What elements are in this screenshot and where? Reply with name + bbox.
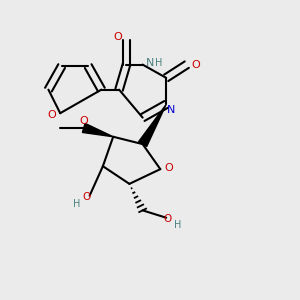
Text: O: O — [82, 192, 91, 202]
Polygon shape — [82, 123, 113, 137]
Text: N: N — [167, 105, 175, 115]
Text: O: O — [164, 163, 173, 173]
Text: H: H — [73, 200, 80, 209]
Text: O: O — [113, 32, 122, 42]
Text: H: H — [155, 58, 163, 68]
Text: O: O — [80, 116, 88, 126]
Text: O: O — [164, 214, 172, 224]
Text: H: H — [174, 220, 182, 230]
Polygon shape — [139, 104, 166, 146]
Text: O: O — [191, 60, 200, 70]
Text: N: N — [146, 58, 154, 68]
Text: O: O — [47, 110, 56, 120]
